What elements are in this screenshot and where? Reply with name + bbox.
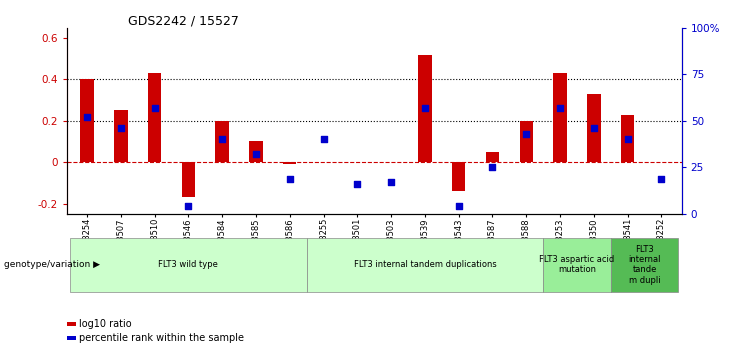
Text: FLT3
internal
tande
m dupli: FLT3 internal tande m dupli xyxy=(628,245,661,285)
Point xyxy=(554,105,566,110)
Point xyxy=(250,151,262,157)
Bar xyxy=(587,94,601,162)
Bar xyxy=(216,121,229,162)
Text: GDS2242 / 15527: GDS2242 / 15527 xyxy=(128,14,239,28)
Bar xyxy=(519,121,533,162)
Bar xyxy=(80,79,93,162)
Point xyxy=(318,137,330,142)
Text: FLT3 internal tandem duplications: FLT3 internal tandem duplications xyxy=(353,260,496,269)
Bar xyxy=(114,110,127,162)
Point xyxy=(453,204,465,209)
Point xyxy=(149,105,161,110)
Point xyxy=(385,179,397,185)
Point xyxy=(284,176,296,181)
Bar xyxy=(182,162,195,197)
Bar xyxy=(452,162,465,191)
Text: percentile rank within the sample: percentile rank within the sample xyxy=(79,333,245,343)
Text: FLT3 aspartic acid
mutation: FLT3 aspartic acid mutation xyxy=(539,255,614,275)
Point xyxy=(182,204,194,209)
Point xyxy=(216,137,228,142)
Point xyxy=(622,137,634,142)
Point xyxy=(520,131,532,137)
Point xyxy=(351,181,363,187)
Point xyxy=(588,126,599,131)
Point xyxy=(419,105,431,110)
Text: genotype/variation ▶: genotype/variation ▶ xyxy=(4,260,100,269)
Bar xyxy=(147,73,162,162)
Point xyxy=(487,165,499,170)
Point xyxy=(656,176,668,181)
Point xyxy=(81,114,93,120)
Bar xyxy=(249,141,263,162)
Bar xyxy=(418,55,432,162)
Point xyxy=(115,126,127,131)
Bar xyxy=(621,115,634,162)
Bar xyxy=(554,73,567,162)
Text: FLT3 wild type: FLT3 wild type xyxy=(159,260,219,269)
Bar xyxy=(485,152,499,162)
Bar xyxy=(283,162,296,164)
Text: log10 ratio: log10 ratio xyxy=(79,319,132,329)
